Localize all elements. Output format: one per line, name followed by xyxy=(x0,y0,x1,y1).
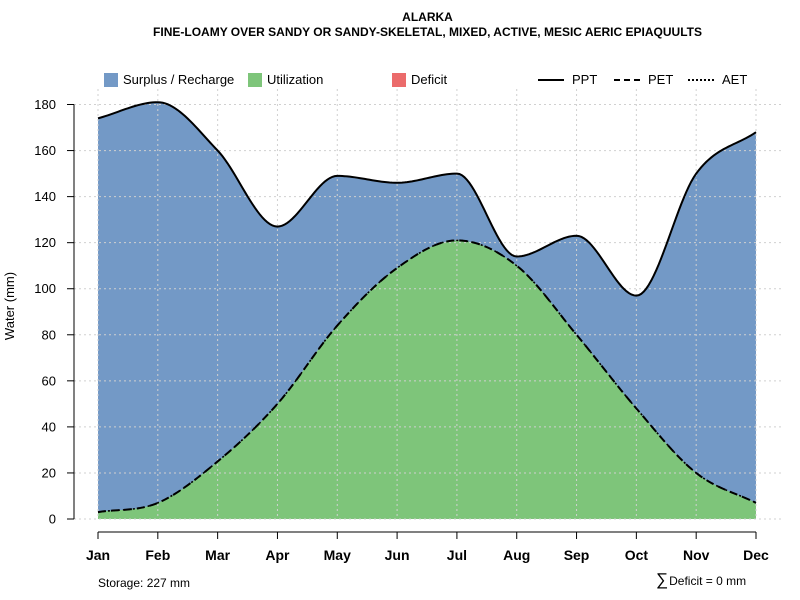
y-tick-label: 160 xyxy=(34,143,56,158)
x-tick-label: Jul xyxy=(447,547,467,563)
chart-subtitle: FINE-LOAMY OVER SANDY OR SANDY-SKELETAL,… xyxy=(153,25,702,39)
y-tick-label: 120 xyxy=(34,235,56,250)
legend-item-aet: AET xyxy=(688,72,747,87)
legend-label-aet: AET xyxy=(722,72,748,87)
sum-icon: ∑ xyxy=(656,570,669,589)
legend-swatch-deficit xyxy=(392,72,406,87)
ppt-line xyxy=(97,101,757,297)
y-tick-label: 180 xyxy=(34,97,56,112)
legend-label-pet: PET xyxy=(648,72,674,87)
y-tick-label: 60 xyxy=(42,373,56,388)
legend-label-utilization: Utilization xyxy=(267,72,324,87)
legend-item-utilization: Utilization xyxy=(248,72,323,87)
x-tick-label: Feb xyxy=(145,547,170,563)
utilization-area xyxy=(98,240,756,519)
legend-item-ppt: PPT xyxy=(538,72,597,87)
y-tick-label: 140 xyxy=(34,189,56,204)
y-tick-label: 80 xyxy=(42,327,56,342)
x-tick-label: Mar xyxy=(205,547,230,563)
storage-annotation: Storage: 227 mm xyxy=(98,576,191,590)
x-tick-label: Jan xyxy=(86,547,110,563)
deficit-annotation: ∑Deficit = 0 mm xyxy=(656,570,746,590)
legend-label-deficit: Deficit xyxy=(411,72,448,87)
legend-line-aet xyxy=(688,78,714,81)
legend-item-pet: PET xyxy=(614,72,673,87)
y-tick-label: 20 xyxy=(42,465,56,480)
y-tick-label: 0 xyxy=(49,512,56,527)
legend-label-surplus: Surplus / Recharge xyxy=(123,72,235,87)
y-axis-label: Water (mm) xyxy=(2,272,17,340)
y-tick-label: 100 xyxy=(34,281,56,296)
x-tick-label: Sep xyxy=(564,547,590,563)
pet-line xyxy=(97,239,757,514)
x-tick-label: Aug xyxy=(503,547,530,563)
y-tick-label: 40 xyxy=(42,419,56,434)
legend-line-ppt xyxy=(538,78,564,81)
chart-title: ALARKA xyxy=(402,10,453,24)
legend-item-deficit: Deficit xyxy=(392,72,447,87)
x-tick-label: Apr xyxy=(265,547,290,563)
x-tick-label: Oct xyxy=(625,547,649,563)
x-tick-label: Dec xyxy=(743,547,769,563)
legend-line-pet xyxy=(614,78,640,81)
x-tick-label: May xyxy=(324,547,351,563)
legend-swatch-utilization xyxy=(248,72,262,87)
deficit-annotation-text: Deficit = 0 mm xyxy=(669,574,747,588)
x-tick-label: Nov xyxy=(683,547,710,563)
legend-item-surplus: Surplus / Recharge xyxy=(104,72,234,87)
legend-swatch-surplus xyxy=(104,72,118,87)
x-tick-label: Jun xyxy=(385,547,410,563)
legend-label-ppt: PPT xyxy=(572,72,598,87)
